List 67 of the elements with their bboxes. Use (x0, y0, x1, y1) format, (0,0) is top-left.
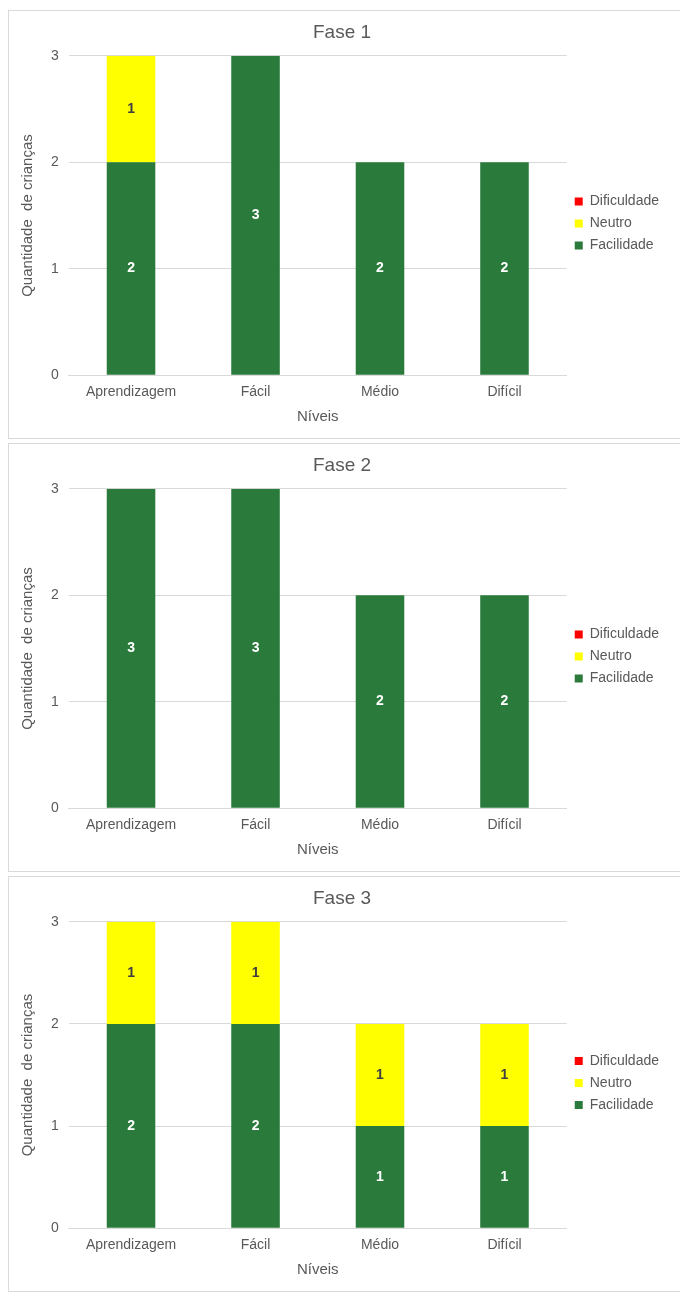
bar (231, 1023, 280, 1228)
y-tick-label: 1 (50, 259, 59, 276)
legend-label: Neutro (589, 214, 632, 231)
data-label: 2 (127, 1116, 136, 1133)
x-tick-label: Difícil (487, 1236, 522, 1253)
data-label: 2 (376, 259, 385, 276)
data-label: 3 (127, 639, 136, 656)
bar (480, 1126, 529, 1228)
legend-label: Neutro (589, 1073, 632, 1090)
data-label: 1 (376, 1167, 385, 1184)
chart-title: Fase 1 (312, 20, 372, 42)
y-tick-label: 1 (50, 692, 59, 709)
data-label: 1 (376, 1065, 385, 1082)
y-tick-label: 2 (50, 153, 59, 170)
x-axis-title: Níveis (296, 840, 339, 858)
x-tick-label: Difícil (487, 816, 522, 833)
y-tick-label: 0 (50, 1219, 59, 1236)
bar (231, 921, 280, 1024)
bar (355, 1023, 405, 1127)
bar (106, 921, 156, 1024)
y-axis-title: Quantidade de crianças (18, 567, 36, 730)
x-tick-label: Médio (360, 1236, 400, 1253)
legend-label: Facilidade (589, 236, 654, 253)
legend-label: Facilidade (589, 669, 654, 686)
data-label: 2 (500, 692, 509, 709)
data-label: 1 (127, 99, 136, 116)
x-tick-label: Fácil (240, 816, 271, 833)
y-tick-label: 3 (50, 46, 59, 63)
y-tick-label: 3 (50, 479, 59, 496)
y-axis-title: Quantidade de crianças (18, 134, 36, 297)
data-label: 2 (500, 259, 509, 276)
legend-label: Neutro (589, 647, 632, 664)
x-axis-title: Níveis (296, 407, 339, 425)
data-label: 1 (500, 1167, 509, 1184)
x-axis-title: Níveis (296, 1260, 339, 1278)
data-label: 1 (251, 963, 260, 980)
y-tick-label: 3 (50, 912, 59, 929)
y-tick-label: 2 (50, 586, 59, 603)
chart-title: Fase 2 (312, 453, 372, 475)
y-tick-label: 0 (50, 366, 59, 383)
legend-label: Dificuldade (589, 625, 660, 642)
x-tick-label: Aprendizagem (85, 816, 177, 833)
y-tick-label: 0 (50, 799, 59, 816)
x-tick-label: Difícil (487, 383, 522, 400)
data-label: 2 (127, 259, 136, 276)
x-tick-label: Médio (360, 816, 400, 833)
bar (106, 1023, 156, 1228)
data-label: 1 (127, 963, 136, 980)
x-tick-label: Médio (360, 383, 400, 400)
legend-label: Dificuldade (589, 192, 660, 209)
x-tick-label: Fácil (240, 383, 271, 400)
data-label: 2 (251, 1116, 260, 1133)
x-tick-label: Aprendizagem (85, 383, 177, 400)
legend-label: Dificuldade (589, 1051, 660, 1068)
data-label: 3 (251, 639, 260, 656)
data-label: 2 (376, 692, 385, 709)
data-label: 1 (500, 1065, 509, 1082)
y-tick-label: 2 (50, 1014, 59, 1031)
x-tick-label: Fácil (240, 1236, 271, 1253)
legend-label: Facilidade (589, 1095, 654, 1112)
bar (355, 1126, 405, 1228)
chart-title: Fase 3 (312, 886, 372, 908)
data-label: 3 (251, 206, 260, 223)
x-tick-label: Aprendizagem (85, 1236, 177, 1253)
bar (480, 1023, 529, 1127)
y-axis-title: Quantidade de crianças (18, 993, 36, 1157)
y-tick-label: 1 (50, 1116, 59, 1133)
